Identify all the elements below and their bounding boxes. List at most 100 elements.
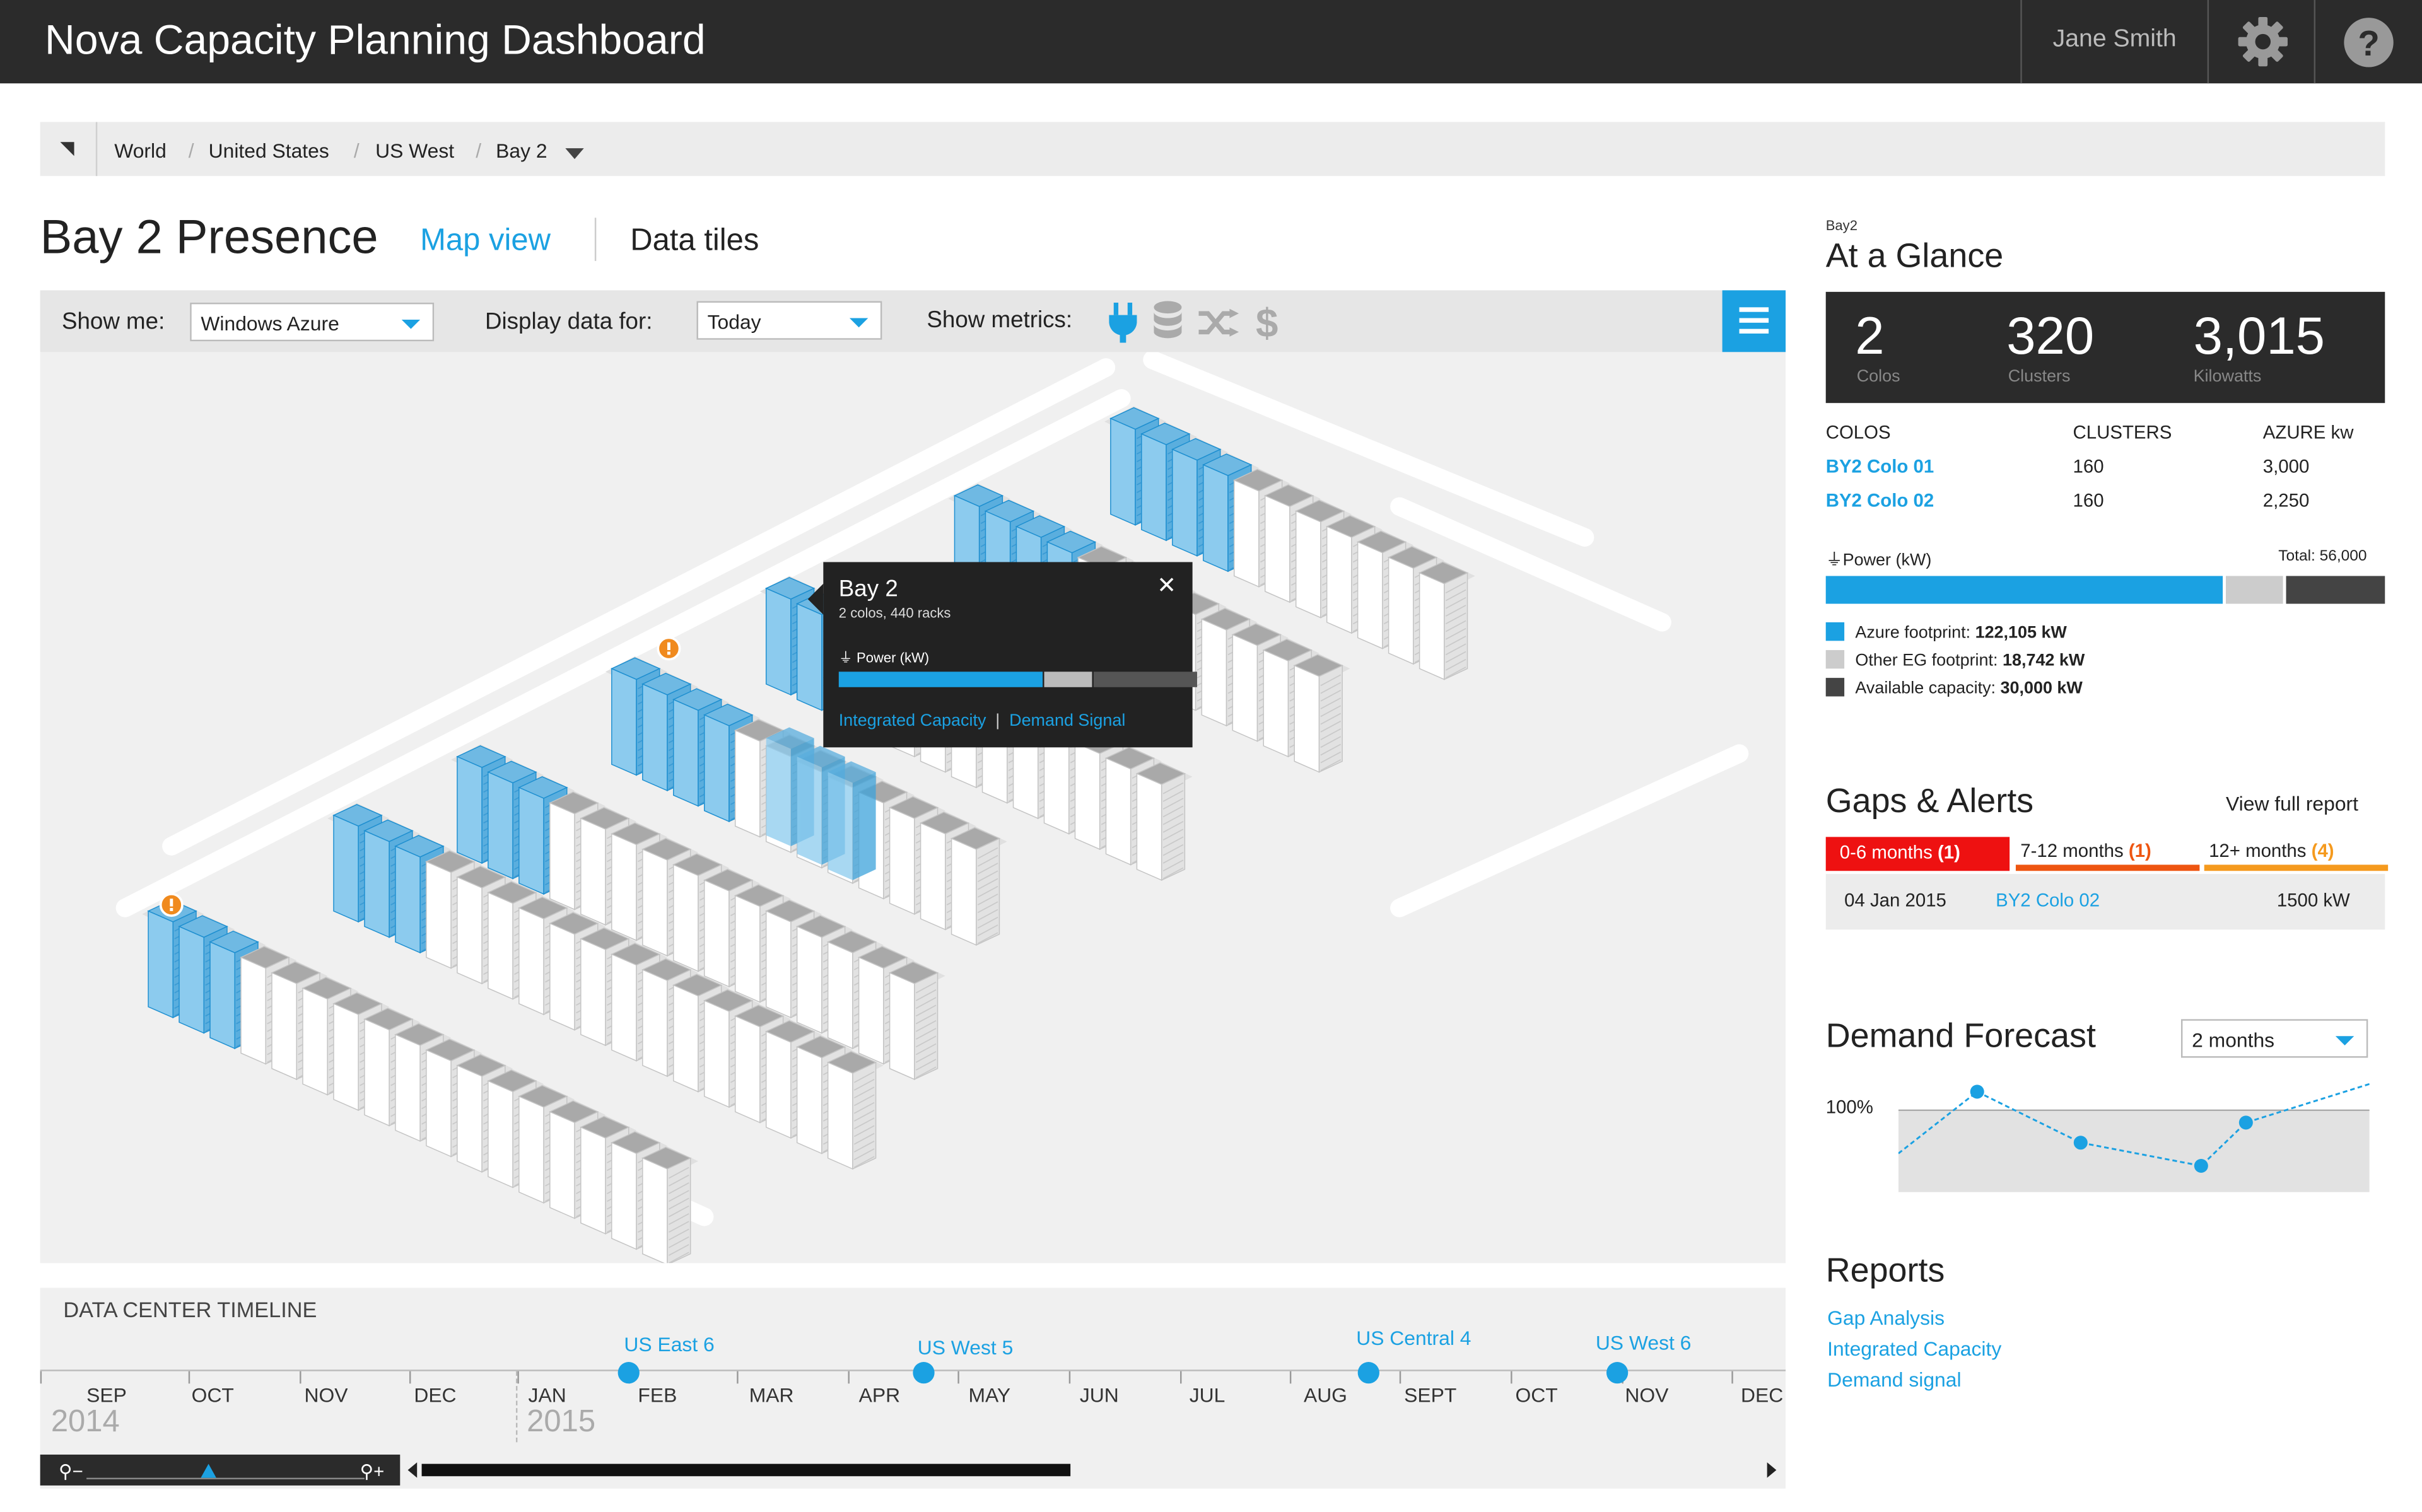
report-link-demand-signal[interactable]: Demand signal xyxy=(1827,1368,1962,1392)
isometric-rack-map[interactable] xyxy=(40,352,1786,1264)
rack[interactable] xyxy=(1293,654,1343,773)
timeline-event-label[interactable]: US West 6 xyxy=(1595,1331,1692,1354)
rack[interactable] xyxy=(1135,762,1186,881)
timeline-title: DATA CENTER TIMELINE xyxy=(63,1297,317,1322)
forecast-point[interactable] xyxy=(2194,1158,2208,1173)
breadcrumb-separator: / xyxy=(353,139,360,163)
plug-icon: ⏚ xyxy=(838,650,853,666)
timeline-event-label[interactable]: US East 6 xyxy=(624,1332,715,1356)
breadcrumb-item-world[interactable]: World xyxy=(114,139,167,163)
stat-kilowatts-value: 3,015 xyxy=(2193,307,2325,366)
forecast-band xyxy=(1898,1110,2370,1192)
zoom-in-icon[interactable]: ⚲+ xyxy=(360,1460,385,1483)
glance-stats: 2 Colos 320 Clusters 3,015 Kilowatts xyxy=(1825,291,2385,404)
timeline-event-marker[interactable] xyxy=(1606,1362,1629,1384)
user-name[interactable]: Jane Smith xyxy=(2052,26,2177,53)
tab-count: (4) xyxy=(2311,840,2334,862)
chevron-down-icon xyxy=(849,318,869,328)
tab-map-view[interactable]: Map view xyxy=(420,224,551,258)
display-data-label: Display data for: xyxy=(484,308,653,335)
month-label: FEB xyxy=(638,1383,677,1407)
timeline-scrollbar-thumb[interactable] xyxy=(421,1463,1071,1477)
rack[interactable] xyxy=(950,827,1001,946)
filter-bar: Show me: Windows Azure Display data for:… xyxy=(40,290,1786,352)
gear-icon[interactable] xyxy=(2235,14,2291,77)
database-icon[interactable] xyxy=(1154,301,1182,351)
forecast-point[interactable] xyxy=(2073,1136,2088,1150)
legend-item: Azure footprint: 122,105 kW xyxy=(1825,622,2067,643)
scroll-right-icon[interactable] xyxy=(1767,1462,1777,1478)
table-cell: 160 xyxy=(2073,489,2104,511)
breadcrumb-item-us-west[interactable]: US West xyxy=(375,139,455,163)
timeline-event-marker[interactable] xyxy=(617,1362,640,1384)
month-label: OCT xyxy=(191,1383,234,1407)
forecast-point[interactable] xyxy=(1970,1085,1984,1099)
forecast-sparkline xyxy=(1898,1083,2370,1192)
plug-icon[interactable] xyxy=(1106,303,1140,351)
demand-signal-link[interactable]: Demand Signal xyxy=(1009,711,1126,731)
bar-other-segment xyxy=(2225,576,2284,604)
timeline-tick xyxy=(848,1371,850,1384)
display-data-value: Today xyxy=(707,310,761,334)
dollar-icon[interactable]: $ xyxy=(1256,299,1278,346)
close-icon[interactable]: ✕ xyxy=(1157,573,1177,600)
view-full-report-link[interactable]: View full report xyxy=(2226,792,2359,816)
timeline-event-marker[interactable] xyxy=(913,1362,935,1384)
colo-link[interactable]: BY2 Colo 01 xyxy=(1825,455,1934,477)
header-divider xyxy=(2314,0,2316,84)
datacenter-timeline: DATA CENTER TIMELINE SEP OCT NOV DEC JAN FEB M… xyxy=(40,1288,1786,1489)
collapse-toggle-icon[interactable] xyxy=(60,142,74,156)
rack[interactable] xyxy=(1418,561,1469,680)
forecast-range-select[interactable]: 2 months xyxy=(2180,1019,2368,1058)
tab-label: 12+ months xyxy=(2209,840,2307,862)
popup-bar-other xyxy=(1043,672,1092,687)
display-data-select[interactable]: Today xyxy=(696,301,882,340)
tab-12-plus-months[interactable]: 12+ months (4) xyxy=(2204,837,2389,871)
bar-available-segment xyxy=(2286,576,2385,604)
chevron-down-icon[interactable] xyxy=(565,148,584,160)
month-label: APR xyxy=(858,1383,901,1407)
popup-bar-available xyxy=(1094,672,1197,687)
shuffle-icon[interactable] xyxy=(1198,308,1239,344)
rack[interactable] xyxy=(888,961,939,1081)
warning-icon[interactable] xyxy=(657,636,681,661)
timeline-event-marker[interactable] xyxy=(1357,1362,1379,1384)
forecast-point[interactable] xyxy=(2238,1115,2253,1130)
breadcrumb-item-bay-2[interactable]: Bay 2 xyxy=(496,139,547,163)
selected-rack[interactable] xyxy=(828,761,876,880)
datacenter-map[interactable] xyxy=(40,352,1786,1264)
alert-row[interactable]: 04 Jan 2015 BY2 Colo 02 1500 kW xyxy=(1825,874,2385,930)
breadcrumb-item-united-states[interactable]: United States xyxy=(208,139,329,163)
timeline-tick xyxy=(957,1371,959,1384)
popup-pointer xyxy=(807,583,824,615)
zoom-slider[interactable]: ⚲− ⚲+ xyxy=(40,1454,401,1486)
zoom-out-icon[interactable]: ⚲− xyxy=(59,1460,83,1483)
tab-0-6-months[interactable]: 0-6 months (1) xyxy=(1825,837,2010,871)
scroll-left-icon[interactable] xyxy=(407,1462,418,1478)
warning-icon[interactable] xyxy=(159,893,184,917)
alert-colo-link[interactable]: BY2 Colo 02 xyxy=(1996,889,2100,911)
breadcrumb: World / United States / US West / Bay 2 xyxy=(40,122,2385,177)
tab-data-tiles[interactable]: Data tiles xyxy=(630,224,759,258)
month-label: JAN xyxy=(528,1383,566,1407)
legend-item: Other EG footprint: 18,742 kW xyxy=(1825,650,2085,670)
breadcrumb-divider xyxy=(95,122,98,177)
stat-clusters-label: Clusters xyxy=(2008,367,2071,387)
month-label: SEPT xyxy=(1404,1383,1457,1407)
timeline-event-label[interactable]: US Central 4 xyxy=(1356,1326,1471,1350)
timeline-tick xyxy=(300,1371,301,1384)
help-icon[interactable]: ? xyxy=(2343,17,2394,76)
rack[interactable] xyxy=(826,1050,877,1170)
tab-7-12-months[interactable]: 7-12 months (1) xyxy=(2015,837,2200,871)
rack[interactable] xyxy=(641,1146,692,1264)
integrated-capacity-link[interactable]: Integrated Capacity xyxy=(838,711,986,731)
report-link-integrated-capacity[interactable]: Integrated Capacity xyxy=(1827,1337,2002,1361)
show-me-select[interactable]: Windows Azure xyxy=(190,303,435,342)
colo-link[interactable]: BY2 Colo 02 xyxy=(1825,489,1934,511)
timeline-event-label[interactable]: US West 5 xyxy=(917,1335,1014,1359)
month-label: AUG xyxy=(1303,1383,1347,1407)
month-label: DEC xyxy=(414,1383,457,1407)
hamburger-menu-button[interactable] xyxy=(1722,290,1786,352)
zoom-thumb[interactable] xyxy=(201,1463,216,1478)
report-link-gap-analysis[interactable]: Gap Analysis xyxy=(1827,1306,1945,1330)
